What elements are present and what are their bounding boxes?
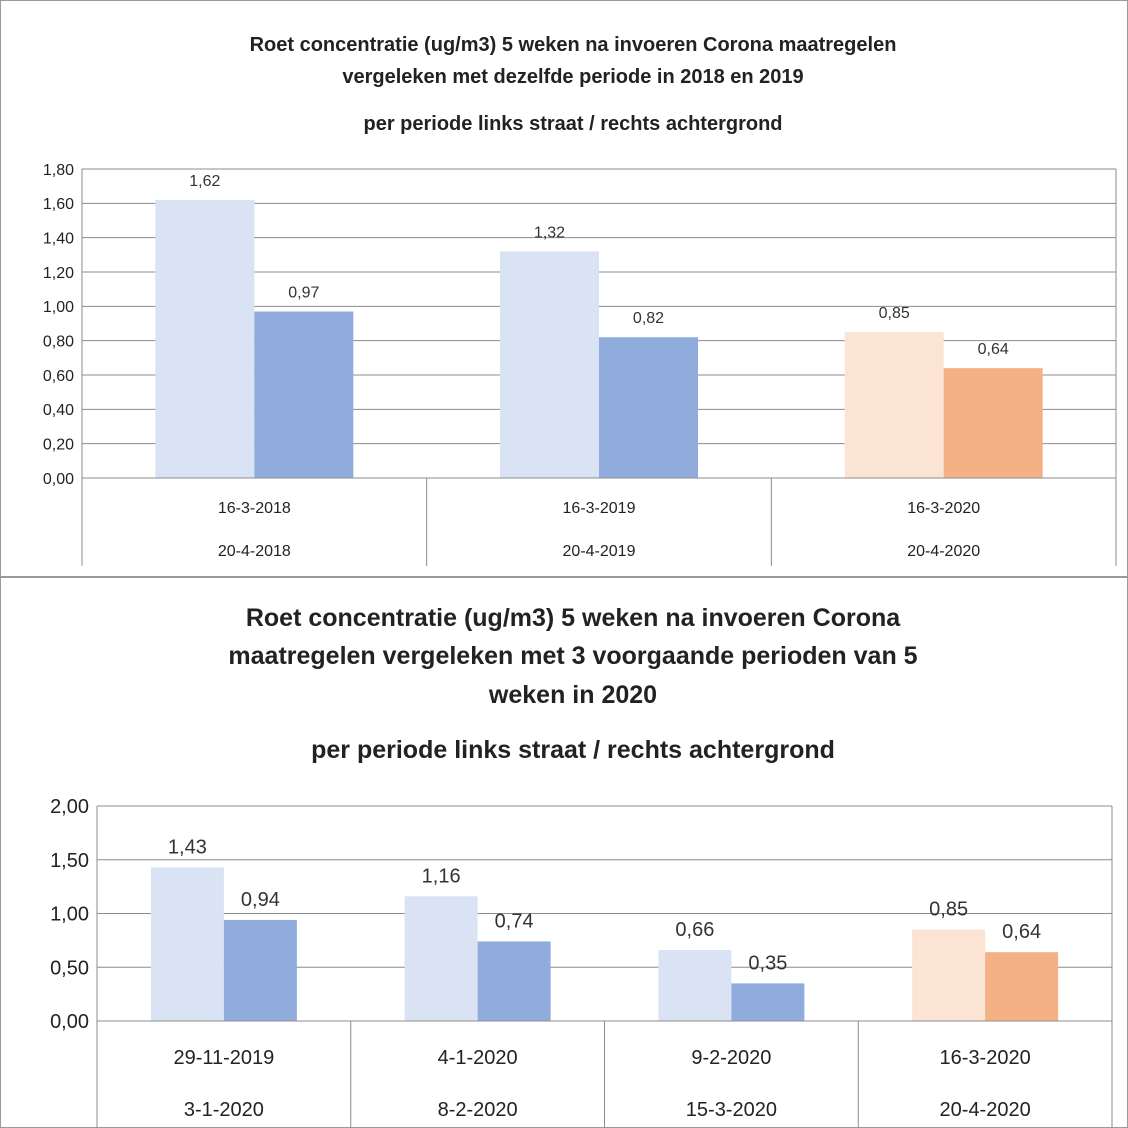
y-tick-label: 0,80 bbox=[43, 333, 74, 350]
x-category-label: 20-4-2020 bbox=[907, 543, 980, 560]
y-tick-label: 0,20 bbox=[43, 436, 74, 453]
chart-title-line: weken in 2020 bbox=[488, 681, 657, 709]
y-tick-label: 1,50 bbox=[50, 850, 89, 872]
x-category-label: 15-3-2020 bbox=[686, 1099, 777, 1121]
y-tick-label: 1,00 bbox=[50, 904, 89, 926]
data-label: 1,16 bbox=[422, 865, 461, 887]
chart-panel-2: Roet concentratie (ug/m3) 5 weken na inv… bbox=[0, 576, 1128, 1128]
data-label: 0,35 bbox=[748, 952, 787, 974]
y-tick-label: 0,50 bbox=[50, 957, 89, 979]
bar bbox=[912, 929, 986, 1021]
data-label: 1,62 bbox=[189, 173, 220, 190]
bar bbox=[155, 199, 255, 478]
bar bbox=[500, 251, 599, 478]
data-label: 1,32 bbox=[534, 224, 565, 241]
chart-subtitle: per periode links straat / rechts achter… bbox=[363, 113, 782, 135]
x-category-label: 3-1-2020 bbox=[184, 1099, 264, 1121]
chart-title-line: vergeleken met dezelfde periode in 2018 … bbox=[342, 66, 803, 88]
bar bbox=[254, 311, 354, 478]
data-label: 0,94 bbox=[241, 889, 280, 911]
x-category-label: 4-1-2020 bbox=[438, 1047, 518, 1069]
y-tick-label: 1,00 bbox=[43, 299, 74, 316]
x-category-label: 29-11-2019 bbox=[173, 1047, 274, 1069]
chart-panel-1: Roet concentratie (ug/m3) 5 weken na inv… bbox=[0, 0, 1128, 578]
bar bbox=[150, 867, 224, 1021]
data-label: 0,64 bbox=[1002, 921, 1041, 943]
data-label: 0,85 bbox=[929, 899, 968, 921]
bar bbox=[223, 919, 297, 1021]
bar bbox=[943, 368, 1043, 478]
x-category-label: 9-2-2020 bbox=[691, 1047, 771, 1069]
y-tick-label: 0,00 bbox=[50, 1011, 89, 1033]
data-label: 0,82 bbox=[633, 310, 664, 327]
data-label: 0,66 bbox=[675, 919, 714, 941]
bar bbox=[477, 941, 551, 1021]
y-tick-label: 1,20 bbox=[43, 265, 74, 282]
bar bbox=[404, 896, 478, 1021]
y-tick-label: 1,40 bbox=[43, 230, 74, 247]
bar bbox=[599, 337, 698, 478]
chart-2: Roet concentratie (ug/m3) 5 weken na inv… bbox=[0, 576, 1128, 1128]
x-category-label: 16-3-2020 bbox=[940, 1047, 1031, 1069]
y-tick-label: 1,80 bbox=[43, 162, 74, 179]
x-category-label: 20-4-2019 bbox=[563, 543, 636, 560]
data-label: 1,43 bbox=[168, 836, 207, 858]
y-tick-label: 1,60 bbox=[43, 196, 74, 213]
chart-title-line: Roet concentratie (ug/m3) 5 weken na inv… bbox=[246, 604, 901, 632]
data-label: 0,85 bbox=[879, 305, 910, 322]
y-tick-label: 0,60 bbox=[43, 368, 74, 385]
x-category-label: 16-3-2020 bbox=[907, 500, 980, 517]
x-category-label: 16-3-2018 bbox=[218, 500, 291, 517]
data-label: 0,74 bbox=[495, 910, 534, 932]
y-tick-label: 0,00 bbox=[43, 471, 74, 488]
x-category-label: 16-3-2019 bbox=[563, 500, 636, 517]
y-tick-label: 2,00 bbox=[50, 796, 89, 818]
data-label: 0,97 bbox=[288, 284, 319, 301]
y-tick-label: 0,40 bbox=[43, 402, 74, 419]
chart-1: Roet concentratie (ug/m3) 5 weken na inv… bbox=[0, 0, 1128, 578]
bar bbox=[731, 983, 805, 1021]
chart-title-line: Roet concentratie (ug/m3) 5 weken na inv… bbox=[250, 34, 897, 56]
bar bbox=[658, 950, 732, 1021]
x-category-label: 20-4-2020 bbox=[940, 1099, 1031, 1121]
x-category-label: 20-4-2018 bbox=[218, 543, 291, 560]
data-label: 0,64 bbox=[978, 341, 1009, 358]
chart-title-line: maatregelen vergeleken met 3 voorgaande … bbox=[228, 642, 917, 670]
bar bbox=[844, 332, 944, 478]
x-category-label: 8-2-2020 bbox=[438, 1099, 518, 1121]
bar bbox=[985, 952, 1059, 1021]
chart-subtitle: per periode links straat / rechts achter… bbox=[311, 736, 835, 764]
